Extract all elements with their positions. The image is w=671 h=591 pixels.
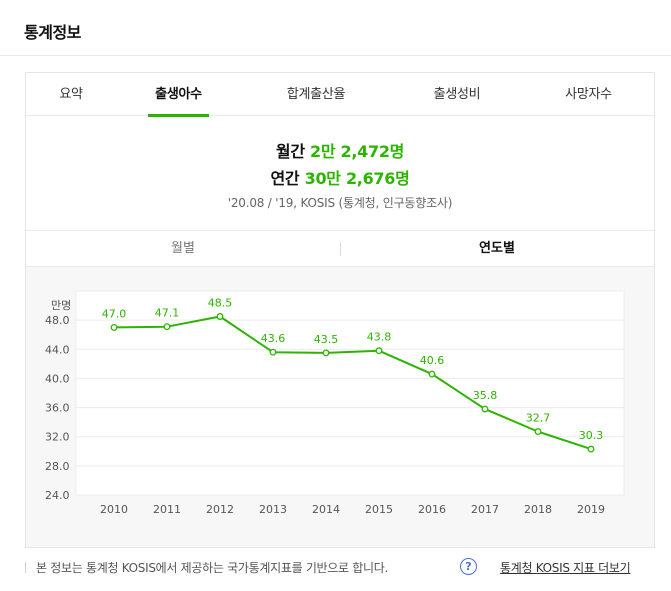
period-divider — [340, 242, 341, 256]
data-source: '20.08 / '19, KOSIS (통계청, 인구동향조사) — [227, 196, 453, 210]
yearly-stat: 연간 30만 2,676명 — [26, 165, 654, 189]
tab-deaths[interactable]: 사망자수 — [565, 87, 612, 102]
y-tick-label: 24.0 — [45, 489, 70, 502]
x-tick-label: 2012 — [206, 503, 234, 516]
data-label: 43.5 — [314, 333, 339, 346]
data-point — [534, 428, 542, 436]
y-tick-label: 32.0 — [45, 431, 70, 444]
tab-monthly[interactable]: 월별 — [171, 241, 195, 256]
x-tick-label: 2010 — [100, 503, 128, 516]
question-circle-icon[interactable]: ? — [460, 558, 477, 575]
data-point — [110, 323, 118, 331]
y-axis-unit-label: 만명 — [51, 299, 71, 312]
data-label: 43.8 — [367, 331, 392, 344]
data-label: 47.0 — [102, 307, 127, 320]
y-tick-label: 36.0 — [45, 402, 70, 415]
tab-summary[interactable]: 요약 — [59, 87, 83, 102]
births-line-chart: 24.0 28.0 32.0 36.0 40.0 44.0 48.0 만명 2010 2011 20… — [45, 290, 625, 516]
data-point — [322, 349, 330, 357]
x-tick-label: 2017 — [471, 503, 499, 516]
y-tick-label: 28.0 — [45, 460, 70, 473]
y-tick-label: 40.0 — [45, 372, 70, 385]
tab-fertility-rate[interactable]: 합계출산율 — [286, 87, 346, 102]
data-point — [428, 370, 436, 378]
x-tick-label: 2013 — [259, 503, 287, 516]
data-label: 35.8 — [473, 389, 498, 402]
stats-summary: 월간 2만 2,472명 연간 30만 2,676명 '20.08 / '19,… — [26, 116, 654, 230]
stats-card: 요약 출생아수 합계출산율 출생성비 사망자수 월간 2만 2,472명 연간 … — [25, 72, 655, 548]
data-point — [269, 348, 277, 356]
data-label: 40.6 — [420, 354, 445, 367]
footer-notice: 본 정보는 통계청 KOSIS에서 제공하는 국가통계지표를 기반으로 합니다.… — [25, 556, 655, 578]
x-tick-label: 2014 — [312, 503, 340, 516]
yearly-value: 30만 2,676명 — [304, 169, 410, 188]
section-header: 통계정보 — [0, 0, 671, 56]
data-point — [216, 313, 224, 320]
tab-yearly[interactable]: 연도별 — [479, 241, 515, 256]
y-tick-label: 44.0 — [45, 343, 70, 356]
data-point — [587, 445, 595, 453]
x-tick-label: 2015 — [365, 503, 393, 516]
data-label: 48.5 — [208, 297, 233, 310]
plot-background — [75, 290, 625, 496]
series-line — [113, 315, 592, 451]
tab-sex-ratio[interactable]: 출생성비 — [433, 87, 481, 102]
x-tick-label: 2019 — [577, 503, 605, 516]
x-tick-label: 2016 — [418, 503, 446, 516]
x-tick-label: 2011 — [153, 503, 181, 516]
stats-tabs: 요약 출생아수 합계출산율 출생성비 사망자수 — [26, 73, 654, 117]
footer-notice-text: 본 정보는 통계청 KOSIS에서 제공하는 국가통계지표를 기반으로 합니다. — [36, 561, 389, 575]
monthly-stat: 월간 2만 2,472명 — [26, 138, 654, 162]
births-chart-area: 24.0 28.0 32.0 36.0 40.0 44.0 48.0 만명 2010 2011 20… — [26, 267, 654, 547]
y-tick-label: 48.0 — [45, 314, 70, 327]
x-tick-label: 2018 — [524, 503, 552, 516]
data-label: 30.3 — [579, 429, 604, 442]
yearly-label: 연간 — [270, 169, 300, 188]
data-label: 47.1 — [155, 307, 180, 320]
footer-divider — [25, 562, 26, 573]
data-point — [481, 405, 489, 413]
kosis-more-link[interactable]: 통계청 KOSIS 지표 더보기 — [500, 561, 631, 575]
section-title: 통계정보 — [24, 23, 81, 42]
data-label: 32.7 — [526, 412, 551, 425]
monthly-value: 2만 2,472명 — [310, 142, 405, 161]
data-point — [163, 323, 171, 331]
data-label: 43.6 — [261, 332, 286, 345]
tab-births[interactable]: 출생아수 — [148, 73, 209, 117]
period-tabs: 월별 연도별 — [26, 230, 654, 267]
monthly-label: 월간 — [275, 142, 305, 161]
data-point — [375, 347, 383, 355]
